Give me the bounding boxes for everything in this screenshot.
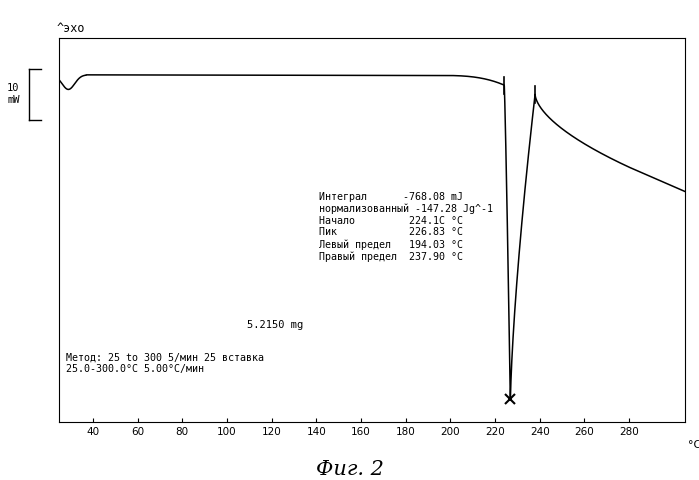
Text: Фиг. 2: Фиг. 2 xyxy=(315,460,384,479)
Text: 5.2150 mg: 5.2150 mg xyxy=(247,320,303,330)
Text: Метод: 25 to 300 5/мин 25 вставка
25.0-300.0°C 5.00°C/мин: Метод: 25 to 300 5/мин 25 вставка 25.0-3… xyxy=(66,353,264,374)
Text: ^эхо: ^эхо xyxy=(57,22,85,35)
Text: 10
mW: 10 mW xyxy=(7,84,20,105)
Text: Интеграл      -768.08 mJ
нормализованный -147.28 Jg^-1
Начало         224.1C °C
: Интеграл -768.08 mJ нормализованный -147… xyxy=(319,192,493,262)
Text: °C: °C xyxy=(688,440,699,450)
